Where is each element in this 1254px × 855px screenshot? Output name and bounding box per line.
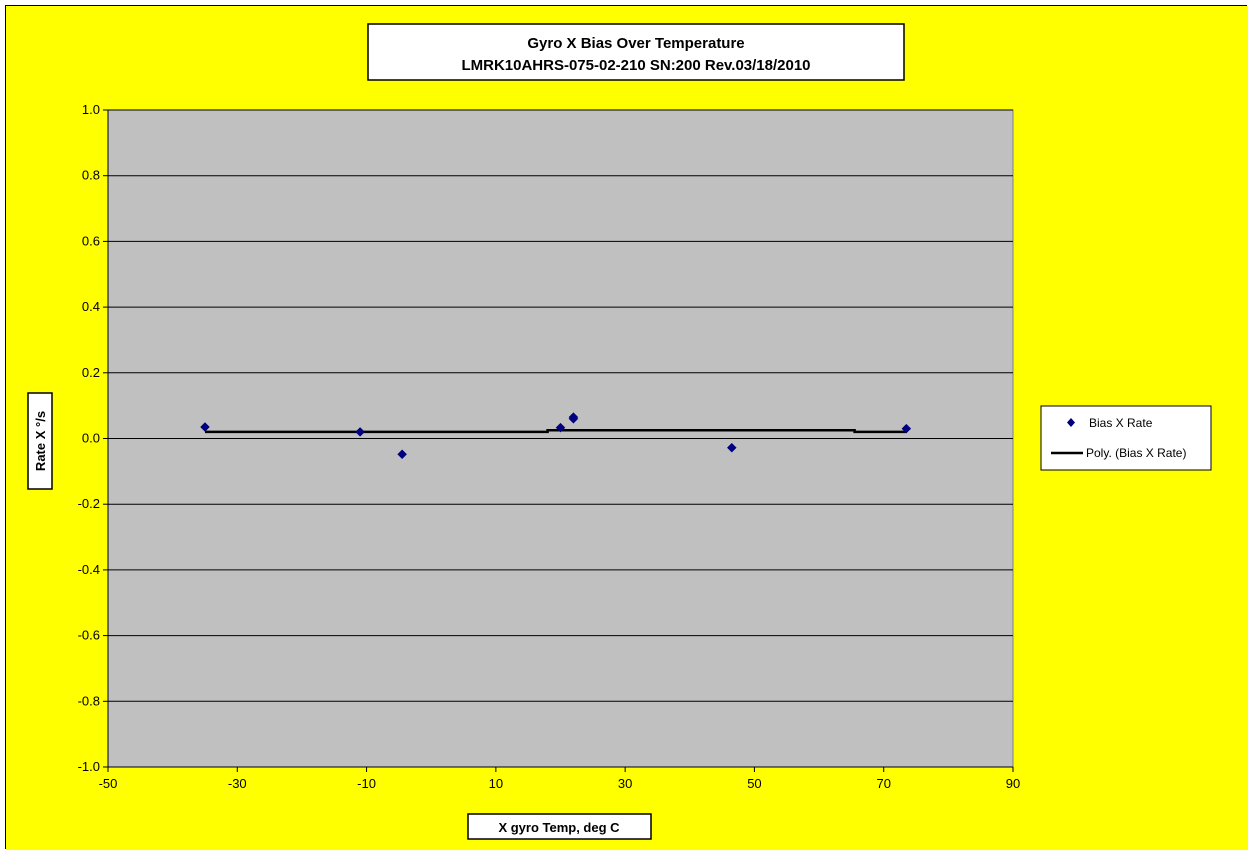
y-axis-ticks: 1.0 0.8 0.6 0.4 0.2 0.0 -0.2 -0.4 -0.6 -0.8 -1.0	[78, 102, 109, 774]
y-tick-label: -0.2	[78, 496, 100, 511]
chart-title: Gyro X Bias Over Temperature	[527, 35, 744, 52]
x-tick-label: 30	[618, 776, 632, 791]
x-tick-label: 90	[1006, 776, 1020, 791]
y-tick-label: 0.4	[82, 299, 100, 314]
y-tick-label: 1.0	[82, 102, 100, 117]
data-point-diamond	[901, 423, 912, 434]
legend: Bias X Rate Poly. (Bias X Rate)	[1040, 405, 1212, 471]
legend-marker-diamond-icon	[1067, 418, 1075, 427]
y-tick-label: 0.0	[82, 431, 100, 446]
y-tick-label: -1.0	[78, 759, 100, 774]
y-tick-label: -0.6	[78, 628, 100, 643]
x-axis-title: X gyro Temp, deg C	[498, 820, 620, 835]
y-axis-title-box	[27, 392, 53, 490]
y-tick-label: -0.4	[78, 562, 100, 577]
data-point-diamond	[726, 442, 737, 453]
x-tick-label: -50	[99, 776, 118, 791]
chart-svg: -50 -30 -10 10 30 50 70 90 1.0 0.8 0.6 0.4 0.2 0.0 -0…	[6, 6, 1248, 850]
x-axis-ticks: -50 -30 -10 10 30 50 70 90	[99, 766, 1020, 791]
y-axis-title: Rate X °/s	[33, 411, 48, 471]
chart-subtitle: LMRK10AHRS-075-02-210 SN:200 Rev.03/18/2…	[461, 57, 810, 74]
y-tick-label: 0.8	[82, 168, 100, 183]
y-tick-label: 0.2	[82, 365, 100, 380]
data-point-diamond	[200, 422, 210, 432]
legend-label-bias-x-rate: Bias X Rate	[1089, 416, 1153, 430]
title-box	[367, 23, 905, 81]
y-axis-title-group: Rate X °/s	[27, 392, 53, 490]
x-tick-label: -30	[228, 776, 247, 791]
legend-box	[1040, 405, 1212, 471]
data-point-diamond	[355, 427, 365, 437]
trendline-series	[205, 429, 907, 434]
x-tick-label: -10	[357, 776, 376, 791]
data-point-diamond	[568, 412, 579, 423]
data-point-diamond	[397, 449, 407, 460]
y-tick-label: 0.6	[82, 233, 100, 248]
x-axis-title-box	[467, 813, 652, 840]
y-tick-label: -0.8	[78, 693, 100, 708]
data-point-diamond	[555, 422, 566, 433]
series-layer	[200, 412, 912, 460]
x-tick-label: 10	[489, 776, 503, 791]
chart-area: -50 -30 -10 10 30 50 70 90 1.0 0.8 0.6 0.4 0.2 0.0 -0…	[5, 5, 1248, 850]
x-tick-label: 70	[876, 776, 890, 791]
legend-label-poly: Poly. (Bias X Rate)	[1086, 446, 1186, 460]
x-tick-label: 50	[747, 776, 761, 791]
